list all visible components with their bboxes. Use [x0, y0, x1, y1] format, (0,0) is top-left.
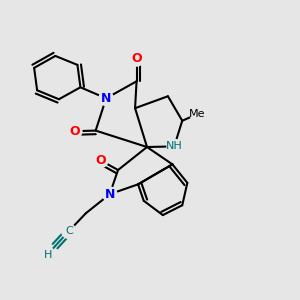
Circle shape [190, 107, 204, 121]
Circle shape [41, 247, 55, 262]
Circle shape [68, 124, 82, 138]
Text: NH: NH [166, 141, 183, 152]
Circle shape [94, 153, 108, 168]
Circle shape [99, 91, 113, 106]
Circle shape [103, 187, 117, 201]
Text: H: H [44, 250, 52, 260]
Circle shape [129, 52, 144, 66]
Text: Me: Me [189, 109, 206, 119]
Text: O: O [95, 154, 106, 167]
Text: N: N [104, 188, 115, 201]
Text: O: O [69, 125, 80, 138]
Text: N: N [101, 92, 111, 105]
Circle shape [61, 224, 76, 238]
Text: C: C [65, 226, 73, 236]
Circle shape [167, 139, 182, 154]
Text: O: O [131, 52, 142, 65]
